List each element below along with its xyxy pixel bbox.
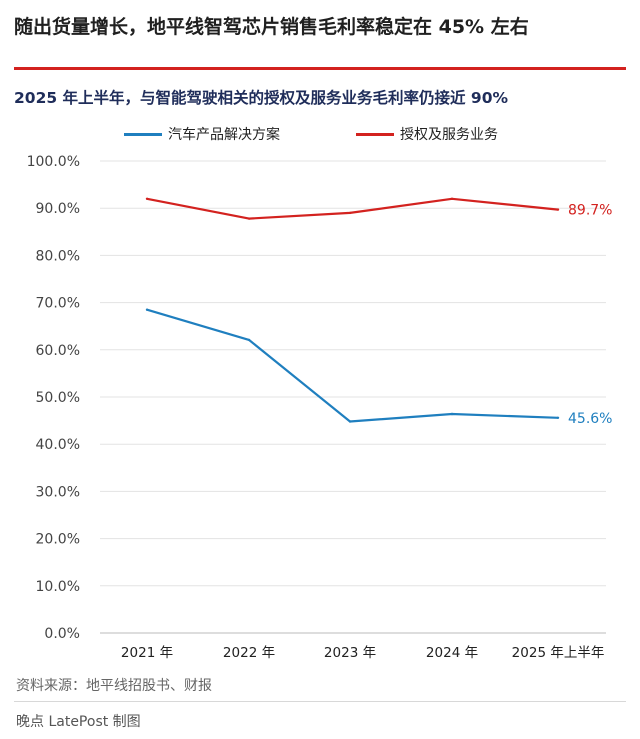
x-tick-label: 2023 年 bbox=[324, 645, 376, 661]
line-chart: 0.0% 10.0% 20.0% 30.0% 40.0% 50.0% 60.0% 70.0% 8… bbox=[27, 154, 613, 661]
data-point bbox=[348, 420, 352, 423]
footer-divider bbox=[14, 701, 626, 702]
y-axis: 0.0% 10.0% 20.0% 30.0% 40.0% 50.0% 60.0% 70.0% 8… bbox=[27, 154, 80, 642]
x-tick-label: 2024 年 bbox=[426, 645, 478, 661]
credit: 晚点 LatePost 制图 bbox=[16, 714, 141, 730]
y-tick-label: 0.0% bbox=[44, 626, 80, 642]
data-point bbox=[145, 197, 149, 200]
legend-label-automotive: 汽车产品解决方案 bbox=[168, 127, 280, 143]
data-point bbox=[145, 308, 149, 311]
end-label-1: 89.7% bbox=[568, 203, 612, 219]
legend-swatch-automotive bbox=[124, 133, 162, 136]
y-tick-label: 70.0% bbox=[36, 296, 80, 312]
data-point bbox=[348, 211, 352, 215]
data-point bbox=[450, 197, 454, 200]
y-tick-label: 100.0% bbox=[27, 154, 80, 170]
x-tick-label: 2022 年 bbox=[223, 645, 275, 661]
series-lines bbox=[145, 197, 560, 423]
x-tick-label: 2021 年 bbox=[121, 645, 173, 661]
y-tick-label: 40.0% bbox=[36, 437, 80, 453]
data-point bbox=[247, 217, 251, 220]
y-tick-label: 10.0% bbox=[36, 579, 80, 595]
y-tick-label: 30.0% bbox=[36, 484, 80, 500]
y-tick-label: 80.0% bbox=[36, 248, 80, 264]
source-note: 资料来源：地平线招股书、财报 bbox=[16, 678, 212, 694]
x-axis: 2021 年 2022 年 2023 年 2024 年 2025 年上半年 bbox=[121, 645, 604, 661]
grid bbox=[100, 160, 606, 634]
chart-title: 2025 年上半年，与智能驾驶相关的授权及服务业务毛利率仍接近 90% bbox=[14, 89, 509, 107]
data-point bbox=[450, 412, 454, 416]
x-tick-label: 2025 年上半年 bbox=[512, 645, 605, 661]
y-tick-label: 90.0% bbox=[36, 201, 80, 217]
data-point bbox=[556, 208, 560, 211]
headline-rule bbox=[14, 67, 626, 70]
y-tick-label: 20.0% bbox=[36, 532, 80, 548]
series-line-1 bbox=[146, 197, 559, 220]
legend-swatch-licensing bbox=[356, 133, 394, 136]
data-point bbox=[556, 416, 560, 419]
headline: 随出货量增长，地平线智驾芯片销售毛利率稳定在 45% 左右 bbox=[14, 16, 529, 38]
end-labels: 45.6% 89.7% bbox=[568, 203, 612, 427]
y-tick-label: 50.0% bbox=[36, 390, 80, 406]
data-point bbox=[247, 338, 251, 342]
y-tick-label: 60.0% bbox=[36, 343, 80, 359]
series-line-0 bbox=[146, 308, 559, 423]
legend-label-licensing: 授权及服务业务 bbox=[400, 127, 498, 143]
end-label-0: 45.6% bbox=[568, 411, 612, 427]
